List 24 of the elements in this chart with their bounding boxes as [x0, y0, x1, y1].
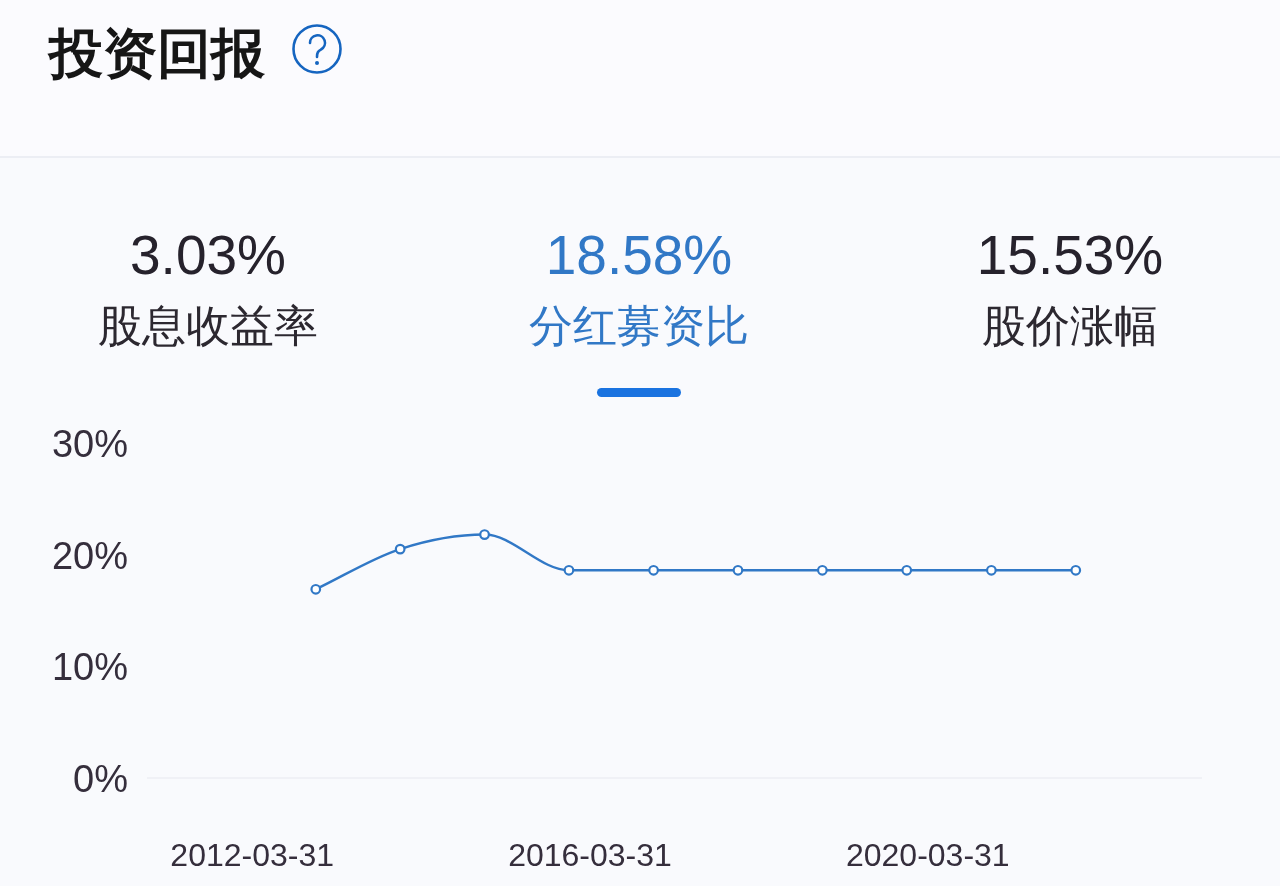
- text: 18.58%: [545, 224, 733, 286]
- y-tick-label: 30%: [51, 423, 128, 465]
- point: [1070, 564, 1082, 576]
- text: 分红募资比: [529, 301, 749, 350]
- point: [648, 564, 659, 576]
- point: [985, 564, 997, 576]
- x-tick-label: 2012-03-31: [170, 837, 335, 873]
- y-tick-label: 20%: [51, 534, 128, 577]
- chart-title: 投资回报: [47, 23, 266, 83]
- point: [310, 583, 322, 595]
- point: [732, 564, 744, 576]
- y-tick-label: 10%: [51, 646, 128, 689]
- text: 股息收益率: [98, 301, 318, 350]
- point: [563, 564, 575, 576]
- text: 股价涨幅: [982, 301, 1158, 350]
- x-tick-label: 2016-03-31: [508, 837, 672, 873]
- x-tick-label: 2020-03-31: [845, 837, 1010, 873]
- text: 15.53%: [976, 224, 1164, 286]
- point: [901, 564, 913, 576]
- point: [479, 529, 490, 540]
- point: [816, 564, 828, 576]
- point: [394, 543, 406, 555]
- text: 3.03%: [130, 224, 286, 286]
- y-tick-label: 0%: [73, 758, 128, 800]
